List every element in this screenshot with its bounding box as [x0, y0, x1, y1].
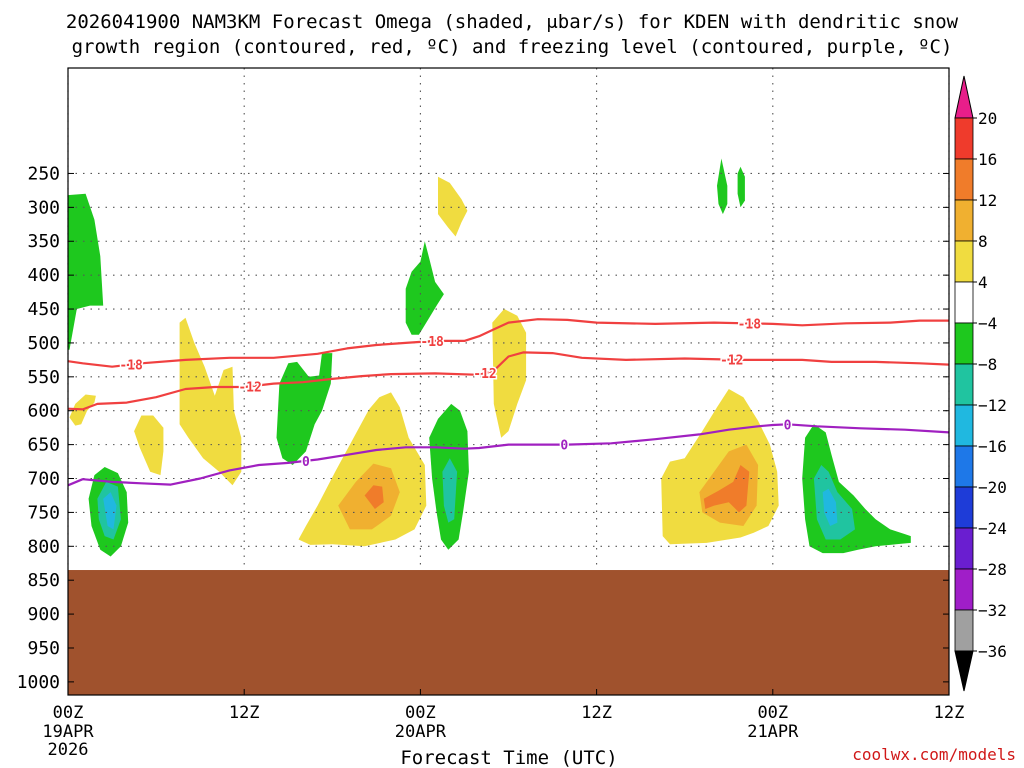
ground-fill [68, 570, 949, 695]
x-tick-label-0: 00Z [53, 703, 84, 723]
colorbar-label-10: −24 [978, 519, 1007, 538]
colorbar-band-2 [954, 199, 974, 242]
colorbar-band-6 [954, 363, 974, 406]
x-tick-label-24: 00Z [405, 703, 436, 723]
colorbar-band-10 [954, 527, 974, 570]
contour-dgz_minus12 [67, 351, 950, 411]
omega-region-20 [703, 465, 750, 513]
colorbar-band-1 [954, 158, 974, 201]
omega-region-8 [298, 392, 427, 547]
contour-layer: -18 -18 -18 -12 -12 -12 0 0 0 [67, 316, 950, 487]
colorbar-top-arrow [954, 75, 974, 119]
colorbar: 20 16 12 8 4 −4 −8 −12 −16 −20 −24 −28 −32 −36 [954, 75, 1007, 692]
contour-label-dgz_minus12-0: -12 [238, 380, 261, 395]
colorbar-band-4 [954, 281, 974, 324]
y-tick-label-1000: 1000 [17, 672, 60, 693]
colorbar-label-0: 20 [978, 109, 997, 128]
x-tick-label-12: 12Z [229, 703, 260, 723]
contour-label-freezing_0-0: 0 [302, 455, 310, 470]
colorbar-label-3: 8 [978, 232, 988, 251]
y-tick-label-850: 850 [27, 570, 60, 591]
omega-shading-layer [68, 158, 911, 557]
omega-region-12 [438, 176, 468, 237]
colorbar-band-0 [954, 117, 974, 160]
omega-region-11 [405, 241, 444, 335]
x-tick-year-0: 2026 [48, 740, 89, 760]
colorbar-bottom-arrow [954, 650, 974, 692]
omega-region-10 [364, 485, 384, 509]
colorbar-label-5: −4 [978, 314, 997, 333]
contour-label-dgz_minus18-2: -18 [738, 317, 762, 332]
y-tick-label-500: 500 [27, 333, 60, 354]
contour-label-freezing_0-2: 0 [784, 418, 792, 433]
x-tick-date-24: 20APR [395, 722, 447, 742]
colorbar-label-12: −32 [978, 601, 1007, 620]
y-tick-label-300: 300 [27, 197, 60, 218]
omega-region-14 [442, 458, 458, 523]
contour-label-dgz_minus12-1: -12 [473, 367, 496, 382]
y-tick-label-450: 450 [27, 299, 60, 320]
contour-label-dgz_minus18-1: -18 [420, 335, 444, 350]
colorbar-label-7: −12 [978, 396, 1007, 415]
omega-region-5 [134, 415, 164, 476]
y-tick-label-700: 700 [27, 469, 60, 490]
contour-label-dgz_minus12-2: -12 [720, 354, 743, 369]
contour-label-freezing_0-1: 0 [560, 439, 568, 454]
x-tick-label-48: 00Z [757, 703, 788, 723]
y-tick-label-350: 350 [27, 231, 60, 252]
colorbar-band-8 [954, 445, 974, 488]
contour-freezing_0 [67, 423, 950, 487]
colorbar-band-3 [954, 240, 974, 283]
credit-text: coolwx.com/models [852, 745, 1016, 764]
y-tick-label-250: 250 [27, 163, 60, 184]
colorbar-label-11: −28 [978, 560, 1007, 579]
colorbar-band-7 [954, 404, 974, 447]
chart-title-line-1: 2026041900 NAM3KM Forecast Omega (shaded… [66, 11, 959, 33]
y-tick-label-600: 600 [27, 401, 60, 422]
colorbar-label-4: 4 [978, 273, 988, 292]
colorbar-label-6: −8 [978, 355, 997, 374]
y-tick-label-800: 800 [27, 536, 60, 557]
colorbar-band-12 [954, 609, 974, 652]
omega-region-16 [717, 158, 728, 215]
contour-label-dgz_minus18-0: -18 [119, 358, 143, 373]
x-tick-label-36: 12Z [581, 703, 612, 723]
colorbar-label-1: 16 [978, 150, 997, 169]
y-tick-label-950: 950 [27, 638, 60, 659]
x-tick-date-48: 21APR [747, 722, 799, 742]
axis-layer: 250 300 350 400 450 500 550 600 650 700 750 800 850 9… [17, 163, 965, 760]
x-tick-date-0: 19APR [42, 722, 94, 742]
contour-dgz_minus18 [67, 318, 949, 368]
colorbar-band-9 [954, 486, 974, 529]
colorbar-band-5 [954, 322, 974, 365]
omega-region-0 [68, 193, 104, 350]
ground-layer [68, 570, 949, 695]
y-tick-label-550: 550 [27, 367, 60, 388]
omega-region-4 [103, 492, 117, 530]
colorbar-label-13: −36 [978, 642, 1007, 661]
y-tick-label-900: 900 [27, 604, 60, 625]
colorbar-label-8: −16 [978, 437, 1007, 456]
x-axis-label: Forecast Time (UTC) [400, 747, 617, 768]
y-tick-label-750: 750 [27, 502, 60, 523]
y-tick-label-650: 650 [27, 435, 60, 456]
colorbar-label-2: 12 [978, 191, 997, 210]
colorbar-label-9: −20 [978, 478, 1007, 497]
omega-region-23 [822, 488, 838, 526]
omega-region-7 [276, 353, 333, 465]
omega-region-17 [737, 166, 745, 208]
chart-title-line-2: growth region (contoured, red, ºC) and f… [72, 36, 953, 58]
x-tick-label-60: 12Z [934, 703, 965, 723]
omega-region-15 [492, 309, 527, 438]
colorbar-band-11 [954, 568, 974, 611]
plot-frame [67, 67, 950, 696]
y-tick-label-400: 400 [27, 265, 60, 286]
